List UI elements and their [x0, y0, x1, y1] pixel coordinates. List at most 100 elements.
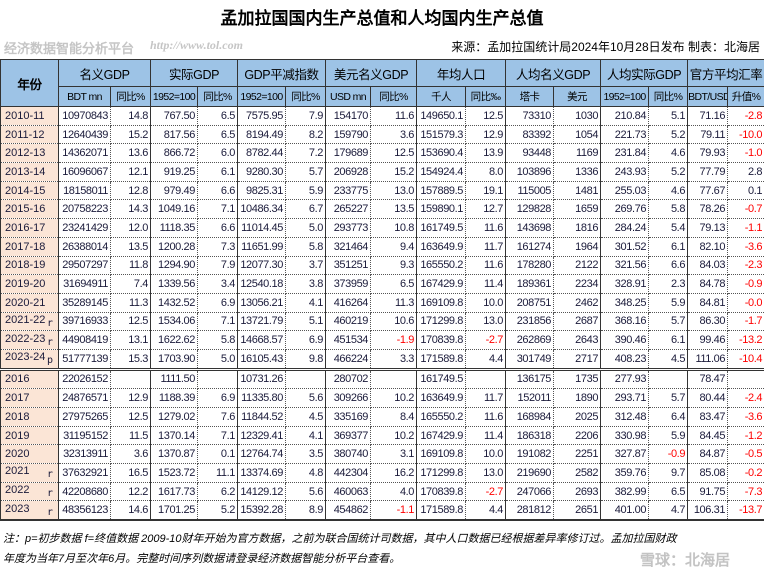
- year-cell: r 2021: [0, 463, 59, 483]
- value-cell: 1294.90: [150, 256, 198, 276]
- value-cell: 2643: [553, 330, 602, 350]
- value-cell: 169109.8: [416, 293, 467, 313]
- value-cell: 1432.52: [150, 293, 198, 313]
- value-cell: 191082: [505, 444, 555, 465]
- table-row: r 2021-22 39716933 12.5 1534.06 7.1 13721.79 5.…: [0, 312, 764, 332]
- value-cell: 6.4: [648, 407, 689, 427]
- value-cell: 10.6: [370, 312, 418, 332]
- table-row: 2019 31195152 11.5 1370.14 7.1 12329.41 4.1 369…: [0, 426, 764, 446]
- value-cell: 6.6: [197, 181, 238, 201]
- value-cell: 84.87: [687, 444, 729, 465]
- value-cell: -1.1: [370, 500, 418, 522]
- value-cell: 1339.56: [150, 274, 198, 294]
- year-cell: 2017: [0, 388, 59, 408]
- value-cell: 15.2: [370, 162, 418, 182]
- value-cell: 3.4: [197, 274, 238, 294]
- value-cell: 99.46: [687, 330, 729, 350]
- value-cell: 233775: [325, 181, 372, 201]
- value-cell: 1370.87: [150, 444, 198, 465]
- value-cell: 327.87: [600, 444, 650, 465]
- value-cell: 39716933: [58, 312, 111, 332]
- value-cell: 5.9: [284, 181, 327, 201]
- value-cell: -10.4: [727, 349, 764, 371]
- value-cell: 231.84: [600, 143, 650, 164]
- year-cell: p 2023-24: [0, 349, 59, 371]
- value-cell: 5.9: [648, 293, 689, 313]
- value-cell: 7.1: [197, 199, 238, 220]
- value-cell: 16.2: [370, 463, 418, 483]
- value-cell: -0.5: [727, 444, 764, 465]
- year-cell: 2019-20: [0, 274, 59, 294]
- value-cell: 1169: [553, 143, 602, 164]
- value-cell: 6.5: [648, 482, 689, 502]
- value-cell: 73310: [505, 106, 555, 126]
- value-cell: 167429.9: [416, 274, 467, 294]
- header-subcolumn: 1952=100: [600, 86, 650, 107]
- value-cell: 168984: [505, 407, 555, 427]
- value-cell: 219690: [505, 463, 555, 483]
- year-cell: 2020: [0, 444, 59, 465]
- year-cell: r 2022-23: [0, 330, 59, 350]
- value-cell: 51777139: [58, 349, 111, 371]
- value-cell: 11.1: [197, 463, 238, 483]
- value-cell: 5.7: [648, 312, 689, 332]
- value-cell: 12077.30: [237, 256, 286, 276]
- value-cell: 243.93: [600, 162, 650, 182]
- value-cell: 1336: [553, 162, 602, 182]
- value-cell: 6.0: [197, 143, 238, 164]
- value-cell: 12.9: [465, 125, 507, 145]
- revision-mark: p: [46, 355, 53, 367]
- value-cell: 6.1: [648, 330, 689, 350]
- year-label: 2011-12: [5, 128, 45, 141]
- value-cell: 4.0: [370, 482, 418, 502]
- value-cell: 153690.4: [416, 143, 467, 164]
- value-cell: 380740: [325, 444, 372, 465]
- value-cell: 13.6: [110, 143, 151, 164]
- value-cell: [648, 367, 689, 390]
- value-cell: 7.6: [197, 407, 238, 427]
- value-cell: 460219: [325, 312, 372, 332]
- value-cell: 6.7: [284, 199, 327, 220]
- revision-mark: r: [46, 336, 53, 348]
- value-cell: 12764.74: [237, 444, 286, 465]
- value-cell: 77.67: [687, 181, 729, 201]
- value-cell: 3.6: [370, 125, 418, 145]
- value-cell: 154924.4: [416, 162, 467, 182]
- header-subcolumn: 同比%: [197, 86, 238, 107]
- value-cell: 14.6: [110, 500, 151, 522]
- value-cell: 12.5: [465, 106, 507, 126]
- value-cell: 13.5: [110, 237, 151, 257]
- value-cell: 0.1: [727, 181, 764, 201]
- header-subcolumn: 千人: [416, 86, 467, 107]
- value-cell: 2582: [553, 463, 602, 483]
- year-cell: 2014-15: [0, 181, 59, 201]
- value-cell: 401.00: [600, 500, 650, 522]
- value-cell: 93448: [505, 143, 555, 164]
- value-cell: 11.6: [370, 106, 418, 126]
- table-row: 2017 24876571 12.9 1188.39 6.9 11335.80 5.6 309…: [0, 388, 764, 408]
- value-cell: 284.24: [600, 218, 650, 238]
- year-label: 2013-14: [5, 165, 46, 178]
- value-cell: 0.1: [197, 444, 238, 465]
- table-row: 2016 22026152 1111.50 10731.26 280702 161749.…: [0, 367, 764, 390]
- value-cell: 817.56: [150, 125, 198, 145]
- value-cell: 13.5: [370, 199, 418, 220]
- value-cell: 3.6: [110, 444, 151, 465]
- header-subcolumn: 1952=100: [237, 86, 286, 107]
- value-cell: 281812: [505, 500, 555, 522]
- value-cell: 1816: [553, 218, 602, 238]
- value-cell: 442304: [325, 463, 372, 483]
- value-cell: 416264: [325, 293, 372, 313]
- watermark-platform: 经济数据智能分析平台: [4, 41, 135, 56]
- header-group: GDP平减指数: [236, 59, 327, 87]
- footnote-line-2: 年度为当年7月至次年6月。完整时间序列数据请登录经济数据智能分析平台查看。: [3, 553, 401, 565]
- value-cell: 1188.39: [150, 388, 198, 408]
- value-cell: 3.8: [284, 274, 327, 294]
- year-label: 2021: [5, 465, 30, 478]
- value-cell: 5.7: [284, 162, 327, 182]
- table-row: r 2022-23 44908419 13.1 1622.62 5.8 14668.57 6.…: [0, 330, 764, 350]
- value-cell: 10.8: [370, 218, 418, 238]
- value-cell: 1701.25: [150, 500, 198, 522]
- value-cell: 82.10: [687, 237, 729, 257]
- table-row: 2018-19 29507297 11.8 1294.90 7.9 12077.30 3.7…: [0, 256, 764, 276]
